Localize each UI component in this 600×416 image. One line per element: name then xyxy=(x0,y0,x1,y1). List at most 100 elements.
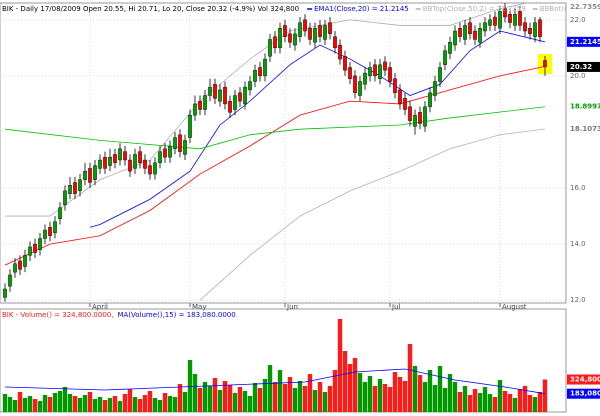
volume-bar xyxy=(347,364,353,412)
candle-body xyxy=(483,22,487,32)
volume-bar xyxy=(22,398,28,412)
candle-body xyxy=(163,148,167,158)
candle-body xyxy=(193,103,197,116)
volume-bar xyxy=(542,379,548,412)
price-label: 22.7359 xyxy=(570,3,600,11)
volume-bar xyxy=(447,374,453,412)
volume-bar xyxy=(227,385,233,412)
candle-body xyxy=(268,39,272,57)
x-tick-label: Jun xyxy=(286,303,298,311)
volume-bar xyxy=(222,381,228,412)
volume-bar xyxy=(252,383,258,412)
candle-body xyxy=(328,22,332,35)
candle-body xyxy=(358,81,362,96)
volume-bar xyxy=(77,398,83,412)
candle-body xyxy=(308,28,312,40)
candle-body xyxy=(103,157,107,169)
volume-ma-line xyxy=(4,368,546,395)
candle-body xyxy=(408,106,412,121)
volume-bar xyxy=(387,387,393,412)
candle-body xyxy=(388,67,392,82)
candle-body xyxy=(203,95,207,110)
candle-body xyxy=(283,25,287,37)
volume-bar xyxy=(62,387,68,412)
candle-body xyxy=(18,260,22,270)
candle-body xyxy=(28,246,32,256)
volume-bar xyxy=(157,400,163,412)
volume-bar xyxy=(322,392,328,412)
volume-bar xyxy=(292,388,298,412)
candle-body xyxy=(88,168,92,183)
volume-bar xyxy=(507,394,513,412)
volume-bar xyxy=(107,398,113,412)
volume-bar xyxy=(532,397,538,412)
volume-bar xyxy=(272,382,278,412)
candle-body xyxy=(313,28,317,43)
candle-body xyxy=(198,100,202,110)
candle-body xyxy=(368,67,372,77)
volume-bar xyxy=(537,392,543,412)
volume-bar xyxy=(302,386,308,412)
volume-bar xyxy=(42,395,48,412)
candle-body xyxy=(233,95,237,110)
candle-body xyxy=(213,84,217,99)
candle-body xyxy=(73,182,77,194)
y-tick-label: 12.0 xyxy=(570,296,586,304)
volume-bar xyxy=(457,392,463,412)
legend-label: BBTop(Close,50,2) = 22.7359 xyxy=(423,5,526,13)
volume-bar xyxy=(202,382,208,412)
volume-bar xyxy=(7,397,13,412)
volume-bar xyxy=(2,394,8,412)
candle-body xyxy=(448,42,452,54)
candle-body xyxy=(318,25,322,37)
y-tick-label: 22.0 xyxy=(570,16,586,24)
volume-bar xyxy=(262,379,268,412)
volume-bar xyxy=(152,398,158,412)
candle-body xyxy=(178,134,182,152)
volume-bar xyxy=(197,388,203,412)
volume-bar xyxy=(492,397,498,412)
volume-bar xyxy=(242,391,248,412)
candle-body xyxy=(218,89,222,102)
candle-body xyxy=(508,14,512,23)
candle-body xyxy=(333,36,337,49)
volume-bar xyxy=(332,370,338,412)
volume-bar xyxy=(232,393,238,412)
volume-bar xyxy=(177,384,183,412)
candle-body xyxy=(298,22,302,37)
price-label: 21.2145 xyxy=(570,38,600,46)
candle-body xyxy=(488,19,492,26)
candle-body xyxy=(43,229,47,239)
candle-body xyxy=(243,86,247,105)
volume-bar xyxy=(327,386,333,412)
candle-body xyxy=(513,14,517,26)
volume-bar xyxy=(207,386,213,412)
volume-bar xyxy=(147,391,153,412)
candle-body xyxy=(528,28,532,35)
candle-body xyxy=(453,30,457,46)
volume-bar xyxy=(502,391,508,412)
volume-bar xyxy=(307,374,313,412)
price-label-box xyxy=(567,101,600,112)
axes: 12.0 14.0 16.0 20.0 22.0 April May Jun Jul August… xyxy=(2,2,600,399)
volume-bar xyxy=(212,378,218,412)
candle-body xyxy=(118,148,122,161)
volume-bar xyxy=(257,388,263,412)
x-tick-label: April xyxy=(92,303,108,311)
price-label-box xyxy=(567,36,600,47)
volume-bar xyxy=(487,394,493,412)
volume-bar xyxy=(422,382,428,412)
candle-body xyxy=(503,8,507,18)
volume-bar xyxy=(482,387,488,412)
volume-label: 324,800 xyxy=(570,376,600,384)
chart-title: BIK - Daily 17/08/2009 Open 20.55, Hi 20… xyxy=(2,5,299,13)
candle-body xyxy=(543,60,547,68)
volume-bar xyxy=(27,396,33,412)
volume-bar xyxy=(67,394,73,412)
candle-body xyxy=(128,159,132,172)
volume-bar xyxy=(437,366,443,412)
x-tick-label: May xyxy=(192,303,206,311)
candle-body xyxy=(423,106,427,127)
volume-bar xyxy=(267,365,273,412)
candle-body xyxy=(68,185,72,194)
